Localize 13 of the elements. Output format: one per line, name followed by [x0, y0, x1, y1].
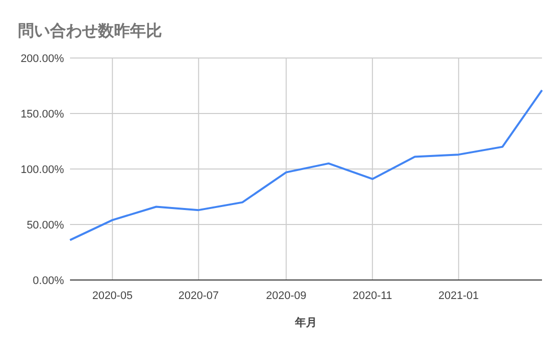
x-axis-title: 年月 — [294, 316, 317, 329]
y-tick-label: 200.00% — [20, 53, 64, 65]
x-tick-label: 2020-11 — [352, 290, 392, 302]
chart-title: 問い合わせ数昨年比 — [18, 22, 162, 40]
x-tick-label: 2020-09 — [266, 290, 306, 302]
y-tick-label: 150.00% — [20, 108, 64, 120]
x-tick-label: 2020-05 — [92, 290, 133, 302]
x-tick-label: 2020-07 — [178, 290, 219, 302]
y-tick-label: 0.00% — [32, 275, 64, 287]
x-tick-label: 2021-01 — [438, 290, 479, 302]
line-series — [69, 89, 543, 242]
y-tick-label: 50.00% — [26, 220, 64, 232]
y-tick-label: 100.00% — [20, 164, 64, 176]
